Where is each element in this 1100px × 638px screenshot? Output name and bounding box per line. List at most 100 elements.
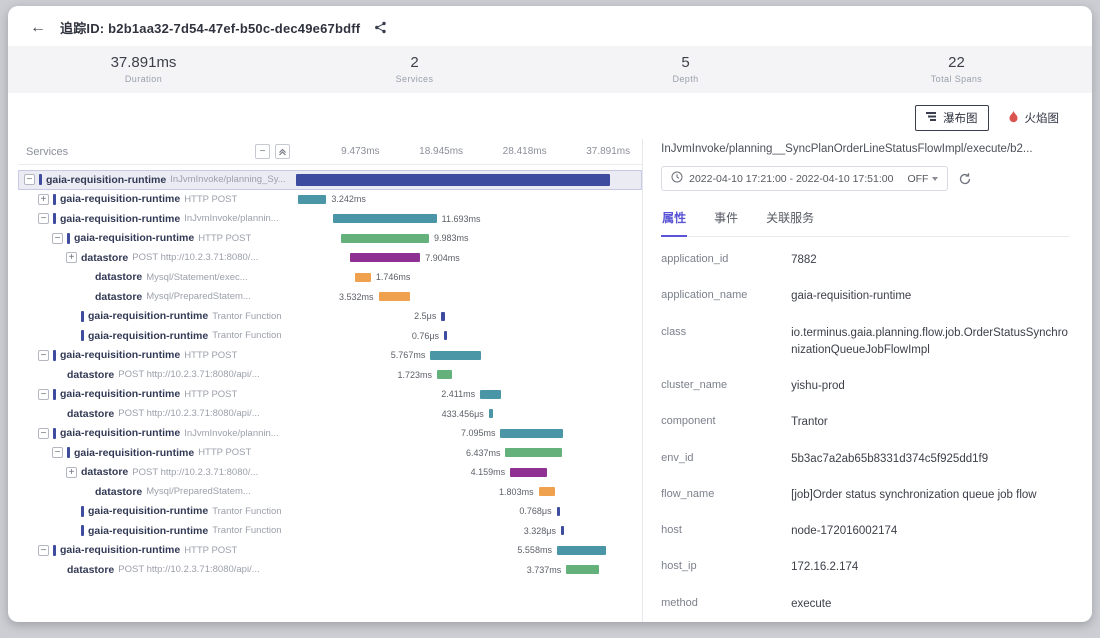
span-row[interactable]: gaia-requisition-runtime Trantor Function… [18,521,642,541]
span-row[interactable]: gaia-requisition-runtime Trantor Function… [18,307,642,327]
tab-events[interactable]: 事件 [714,211,739,225]
waterfall-pane: Services − 9.473ms 18.945ms 28.418ms 37.… [8,139,643,622]
attribute-value: 172.16.2.174 [791,561,859,574]
span-operation-name: POST http://10.2.3.71:8080/... [132,252,259,264]
back-arrow-icon[interactable]: ← [30,18,46,36]
span-duration-bar[interactable] [441,311,445,321]
off-label: OFF [907,172,929,185]
auto-refresh-dropdown[interactable]: OFF [907,172,939,185]
span-row[interactable]: datastore POST http://10.2.3.71:8080/api/… [18,560,642,580]
time-range-picker[interactable]: 2022-04-10 17:21:00 - 2022-04-10 17:51:0… [661,166,949,191]
span-row[interactable]: − gaia-requisition-runtime HTTP POST 9.983m… [18,229,642,249]
collapse-node-icon[interactable]: − [52,232,63,244]
collapse-node-icon[interactable]: − [24,174,35,186]
span-row[interactable]: − gaia-requisition-runtime HTTP POST 5.767m… [18,346,642,366]
time-tick: 37.891ms [586,146,631,157]
span-duration-bar[interactable] [355,272,371,282]
waterfall-view-button[interactable]: 瀑布图 [915,105,989,131]
expand-node-icon[interactable]: + [66,252,77,264]
span-row[interactable]: − gaia-requisition-runtime InJvmInvoke/pla… [18,209,642,229]
span-service-name: gaia-requisition-runtime [46,173,167,186]
span-row[interactable]: + gaia-requisition-runtime HTTP POST 3.242m… [18,190,642,210]
span-duration-label: 6.437ms [465,447,501,458]
span-row[interactable]: + datastore POST http://10.2.3.71:8080/...… [18,463,642,483]
collapse-node-icon[interactable]: − [38,388,49,400]
span-duration-bar[interactable] [505,448,563,457]
service-color-tick [53,213,56,225]
span-service-name: gaia-requisition-runtime [88,505,209,518]
span-timeline: 2.411ms [296,385,630,405]
stat-label: Services [395,74,434,84]
span-row[interactable]: datastore Mysql/PreparedStatem... 1.803ms [18,482,642,502]
span-duration-bar[interactable] [556,506,560,516]
span-duration-bar[interactable] [444,331,448,340]
span-duration-bar[interactable] [500,428,563,438]
collapse-all-icon[interactable]: − [255,144,270,159]
attribute-value: io.terminus.gaia.planning.flow.job.Order… [791,326,1068,356]
span-operation-name: Trantor Function [212,330,282,342]
span-duration-bar[interactable] [333,214,437,223]
span-duration-bar[interactable] [538,487,555,496]
span-duration-bar[interactable] [566,565,600,574]
span-operation-name: HTTP POST [198,447,252,459]
span-operation-name: HTTP POST [184,349,238,361]
span-row[interactable]: datastore Mysql/Statement/exec... 1.746ms [18,268,642,288]
span-timeline: 3.532ms [296,287,630,307]
span-duration-bar[interactable] [297,194,327,204]
collapse-node-icon[interactable]: − [38,427,49,439]
stat-depth: 5 Depth [550,54,821,84]
span-name-cell: − gaia-requisition-runtime InJvmInvoke/pla… [18,427,296,439]
expand-node-icon[interactable]: + [66,466,77,478]
attribute-value: Trantor [791,416,828,429]
span-row[interactable]: + datastore POST http://10.2.3.71:8080/...… [18,248,642,268]
span-timeline: 2.5μs [296,307,630,327]
collapse-node-icon[interactable]: − [38,213,49,225]
span-name-cell: datastore POST http://10.2.3.71:8080/api/… [18,369,296,381]
span-detail-pane: InJvmInvoke/planning__SyncPlanOrderLineS… [642,139,1092,622]
span-duration-bar[interactable] [488,409,494,418]
refresh-icon[interactable] [958,172,972,186]
span-duration-label: 7.095ms [460,428,496,438]
collapse-node-icon[interactable]: − [52,447,63,459]
span-row[interactable]: − gaia-requisition-runtime HTTP POST 2.411m… [18,385,642,405]
expand-all-icon[interactable] [275,144,290,159]
span-row[interactable]: datastore Mysql/PreparedStatem... 3.532ms [18,287,642,307]
span-duration-bar[interactable] [350,253,421,262]
tab-related-services[interactable]: 关联服务 [766,211,815,225]
time-range-text: 2022-04-10 17:21:00 - 2022-04-10 17:51:0… [689,172,894,185]
span-timeline: 9.983ms [296,229,630,249]
span-duration-bar[interactable] [560,526,565,535]
span-duration-bar[interactable] [510,467,547,477]
collapse-node-icon[interactable]: − [38,349,49,361]
span-row[interactable]: − gaia-requisition-runtime InJvmInvoke/pla… [18,424,642,444]
time-tick: 9.473ms [341,146,380,157]
span-duration-bar[interactable] [437,370,453,379]
span-row[interactable]: − gaia-requisition-runtime InJvmInvoke/pla… [18,170,643,190]
span-duration-bar[interactable] [341,233,429,243]
span-service-name: gaia-requisition-runtime [88,329,209,342]
collapse-node-icon[interactable]: − [38,544,49,556]
share-icon[interactable] [374,21,387,34]
span-service-name: gaia-requisition-runtime [88,310,209,323]
span-row[interactable]: datastore POST http://10.2.3.71:8080/api/… [18,365,642,385]
span-duration-bar[interactable] [480,389,502,399]
span-row[interactable]: gaia-requisition-runtime Trantor Function… [18,326,642,346]
span-row[interactable]: − gaia-requisition-runtime HTTP POST 5.558m… [18,541,642,561]
service-color-tick [53,349,56,361]
main-content: Services − 9.473ms 18.945ms 28.418ms 37.… [8,139,1092,622]
time-tick: 18.945ms [419,146,464,157]
span-row[interactable]: gaia-requisition-runtime Trantor Function… [18,502,642,522]
span-row[interactable]: − gaia-requisition-runtime HTTP POST 6.437m… [18,443,642,463]
span-duration-bar[interactable] [296,174,611,186]
span-row[interactable]: datastore POST http://10.2.3.71:8080/api/… [18,404,642,424]
span-duration-bar[interactable] [430,350,482,360]
span-operation-name: HTTP POST [184,193,238,205]
tab-attributes[interactable]: 属性 [661,205,688,237]
span-duration-bar[interactable] [378,292,410,301]
attribute-key: env_id [661,451,694,464]
service-color-tick [81,330,84,342]
flame-view-button[interactable]: 火焰图 [996,105,1070,131]
span-operation-name: InJvmInvoke/planning_Sy... [170,174,286,186]
expand-node-icon[interactable]: + [38,193,49,205]
span-duration-bar[interactable] [556,545,607,555]
